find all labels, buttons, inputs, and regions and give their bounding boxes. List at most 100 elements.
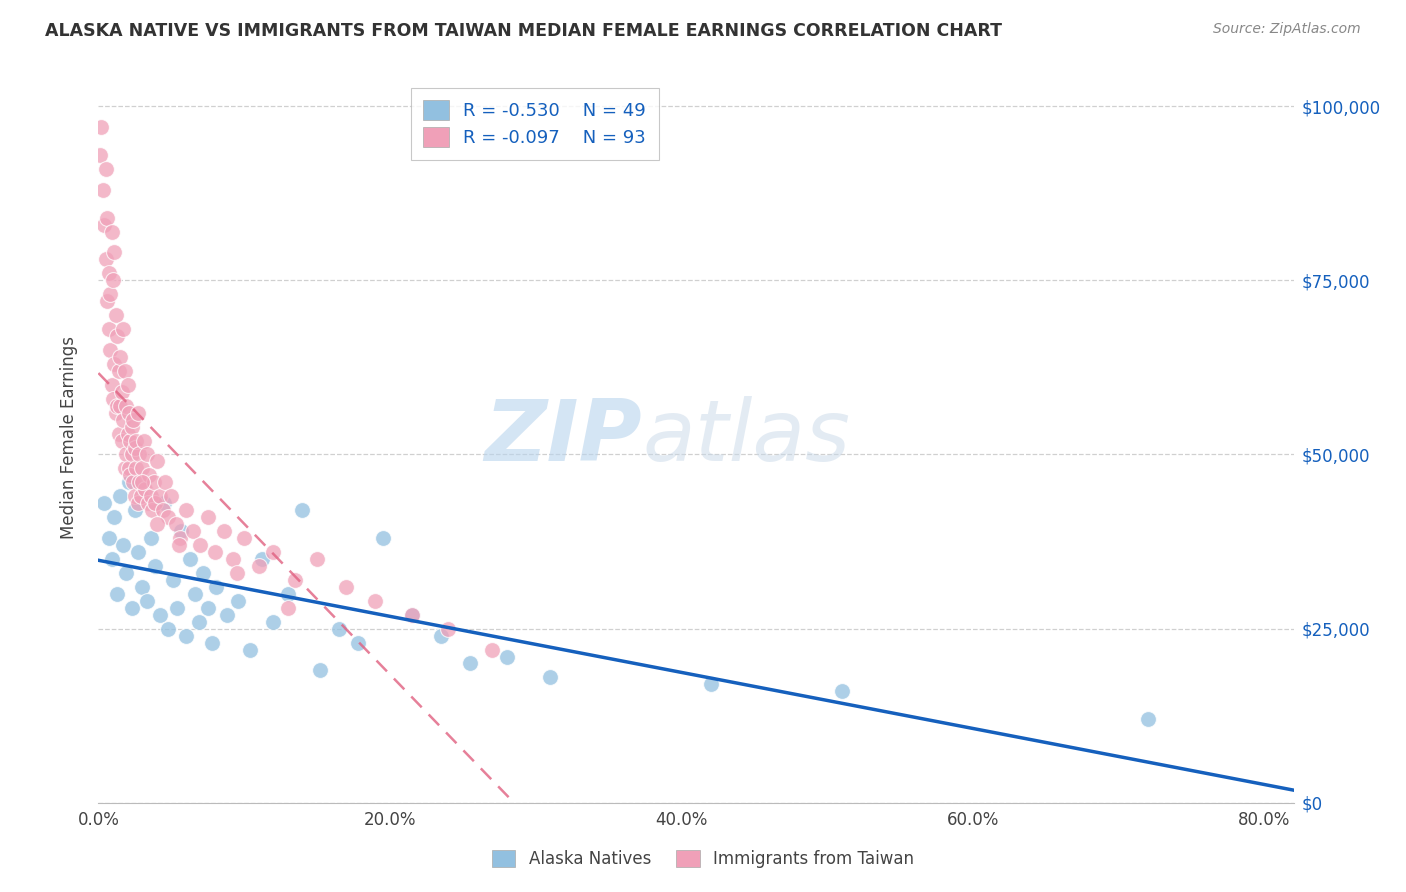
Point bbox=[142, 475, 165, 490]
Point bbox=[90, 120, 112, 134]
Point bbox=[291, 503, 314, 517]
Point bbox=[277, 600, 299, 615]
Point bbox=[104, 308, 127, 322]
Point bbox=[228, 594, 250, 608]
Point bbox=[121, 448, 143, 462]
Point bbox=[129, 489, 152, 503]
Point bbox=[239, 642, 262, 657]
Point bbox=[120, 434, 142, 448]
Point bbox=[131, 461, 153, 475]
Point bbox=[103, 245, 125, 260]
Point bbox=[89, 148, 111, 162]
Legend: Alaska Natives, Immigrants from Taiwan: Alaska Natives, Immigrants from Taiwan bbox=[485, 843, 921, 875]
Text: ZIP: ZIP bbox=[485, 395, 643, 479]
Point bbox=[120, 468, 142, 483]
Point bbox=[139, 489, 162, 503]
Point bbox=[121, 600, 143, 615]
Point bbox=[112, 322, 135, 336]
Point bbox=[121, 419, 143, 434]
Point bbox=[262, 615, 284, 629]
Point bbox=[117, 426, 139, 441]
Point bbox=[91, 183, 114, 197]
Point bbox=[143, 496, 166, 510]
Point bbox=[98, 287, 121, 301]
Point bbox=[139, 531, 162, 545]
Point bbox=[495, 649, 517, 664]
Point bbox=[94, 161, 117, 176]
Point bbox=[118, 406, 141, 420]
Point bbox=[197, 600, 219, 615]
Point bbox=[115, 399, 138, 413]
Point bbox=[197, 510, 219, 524]
Y-axis label: Median Female Earnings: Median Female Earnings bbox=[59, 335, 77, 539]
Point bbox=[305, 552, 328, 566]
Point bbox=[364, 594, 387, 608]
Point bbox=[699, 677, 721, 691]
Point bbox=[112, 538, 135, 552]
Point bbox=[97, 322, 120, 336]
Point bbox=[250, 552, 273, 566]
Point bbox=[149, 489, 172, 503]
Point bbox=[127, 496, 149, 510]
Point bbox=[131, 475, 153, 490]
Point bbox=[100, 377, 122, 392]
Point bbox=[97, 266, 120, 280]
Point bbox=[401, 607, 423, 622]
Point bbox=[141, 503, 163, 517]
Point bbox=[1136, 712, 1159, 726]
Point bbox=[108, 364, 131, 378]
Point bbox=[143, 558, 166, 573]
Point bbox=[183, 587, 205, 601]
Point bbox=[96, 211, 118, 225]
Text: ALASKA NATIVE VS IMMIGRANTS FROM TAIWAN MEDIAN FEMALE EARNINGS CORRELATION CHART: ALASKA NATIVE VS IMMIGRANTS FROM TAIWAN … bbox=[45, 22, 1002, 40]
Point bbox=[153, 496, 176, 510]
Point bbox=[149, 607, 172, 622]
Point bbox=[247, 558, 270, 573]
Point bbox=[205, 580, 228, 594]
Point bbox=[145, 517, 167, 532]
Point bbox=[124, 503, 146, 517]
Point bbox=[458, 657, 481, 671]
Point bbox=[110, 350, 132, 364]
Point bbox=[262, 545, 284, 559]
Point bbox=[174, 629, 197, 643]
Point bbox=[190, 538, 212, 552]
Point bbox=[128, 448, 150, 462]
Point bbox=[100, 225, 122, 239]
Point bbox=[165, 517, 187, 532]
Point bbox=[309, 664, 332, 678]
Point bbox=[111, 434, 134, 448]
Point bbox=[101, 273, 124, 287]
Point bbox=[135, 448, 157, 462]
Point bbox=[481, 642, 503, 657]
Point bbox=[115, 566, 138, 580]
Point bbox=[103, 357, 125, 371]
Point bbox=[103, 510, 125, 524]
Point bbox=[179, 552, 201, 566]
Point bbox=[347, 635, 370, 649]
Point bbox=[111, 384, 134, 399]
Point bbox=[122, 412, 145, 426]
Point bbox=[93, 218, 115, 232]
Point bbox=[335, 580, 357, 594]
Point bbox=[96, 294, 118, 309]
Point bbox=[101, 392, 124, 406]
Point bbox=[125, 461, 148, 475]
Point bbox=[167, 538, 190, 552]
Point bbox=[225, 566, 247, 580]
Point bbox=[538, 670, 561, 684]
Text: atlas: atlas bbox=[643, 395, 851, 479]
Point bbox=[160, 489, 183, 503]
Point bbox=[371, 531, 394, 545]
Point bbox=[118, 461, 141, 475]
Point bbox=[152, 503, 174, 517]
Point bbox=[110, 489, 132, 503]
Point bbox=[233, 531, 256, 545]
Point bbox=[100, 552, 122, 566]
Point bbox=[127, 406, 149, 420]
Point bbox=[201, 635, 224, 649]
Point bbox=[430, 629, 453, 643]
Point bbox=[128, 475, 150, 490]
Point bbox=[157, 510, 180, 524]
Point bbox=[215, 607, 238, 622]
